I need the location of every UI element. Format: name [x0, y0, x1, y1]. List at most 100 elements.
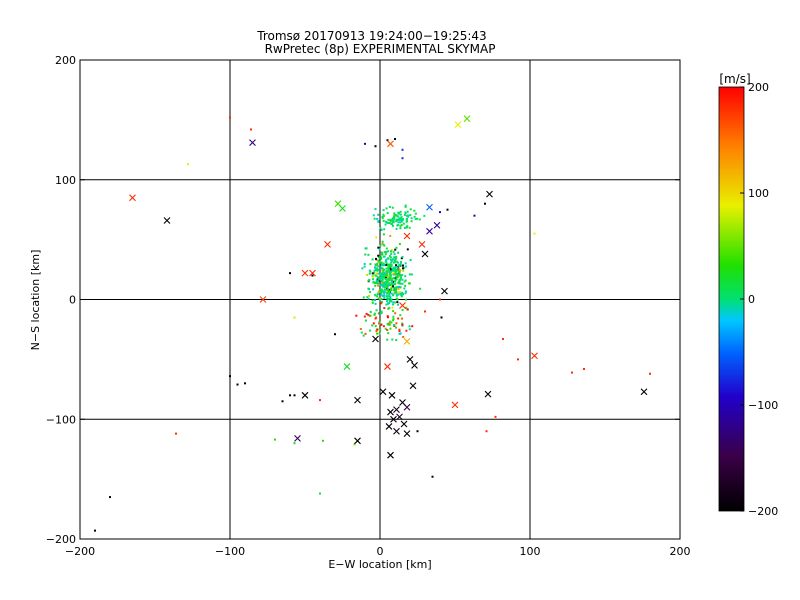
meteor-dot	[374, 268, 377, 271]
meteor-dot	[385, 274, 388, 277]
meteor-cross	[406, 355, 414, 363]
meteor-dot	[175, 432, 177, 435]
meteor-dot	[379, 278, 382, 281]
meteor-dot	[390, 285, 393, 288]
meteor-dot	[373, 312, 376, 315]
meteor-dot	[404, 262, 407, 265]
meteor-dot	[187, 163, 189, 166]
meteor-dot	[397, 286, 400, 289]
meteor-dot	[375, 274, 378, 277]
meteor-dot	[379, 289, 382, 292]
meteor-dot	[386, 300, 389, 303]
meteor-dot	[402, 335, 405, 338]
meteor-dot	[392, 220, 395, 223]
meteor-dot	[375, 278, 378, 281]
meteor-dot	[375, 236, 378, 239]
meteor-dot	[404, 298, 407, 301]
meteor-dot	[494, 415, 497, 418]
meteor-dot	[382, 243, 385, 246]
meteor-dot	[386, 288, 389, 291]
meteor-dot	[387, 297, 390, 300]
meteor-dot	[377, 220, 380, 223]
meteor-dot	[390, 300, 393, 303]
meteor-dot	[380, 293, 383, 296]
meteor-cross	[640, 388, 648, 396]
meteor-dot	[389, 250, 392, 253]
meteor-cross	[249, 139, 256, 147]
meteor-cross	[399, 302, 406, 309]
meteor-dot	[293, 394, 296, 397]
colorbar: [m/s] 200 100 0 −100 −200	[718, 72, 778, 518]
meteor-dot	[385, 267, 388, 270]
meteor-dot	[397, 282, 400, 285]
y-axis-label: N−S location [km]	[29, 250, 42, 351]
meteor-dot	[385, 259, 388, 262]
meteor-cross	[343, 363, 351, 370]
meteor-dot	[397, 269, 400, 272]
meteor-dot	[381, 217, 384, 220]
x-tick-label: 100	[520, 545, 541, 558]
meteor-dot	[381, 278, 384, 281]
meteor-dot	[388, 276, 391, 279]
meteor-dot	[244, 382, 246, 385]
meteor-dot	[386, 273, 389, 276]
meteor-dot	[389, 258, 392, 261]
meteor-dot	[367, 313, 370, 316]
meteor-dot	[385, 262, 388, 265]
meteor-dot	[386, 302, 389, 305]
meteor-dot	[473, 214, 476, 217]
meteor-dot	[389, 321, 392, 324]
meteor-dot	[401, 274, 404, 277]
meteor-dot	[407, 215, 410, 218]
meteor-dot	[386, 290, 389, 293]
meteor-dot	[399, 282, 402, 285]
meteor-dot	[397, 251, 400, 254]
meteor-dot	[392, 261, 395, 264]
meteor-dot	[382, 325, 385, 328]
meteor-dot	[393, 277, 396, 280]
meteor-dot	[378, 322, 381, 325]
meteor-dot	[416, 217, 419, 220]
meteor-cross	[387, 451, 394, 459]
y-tick-label: 0	[69, 294, 76, 307]
meteor-dot	[293, 316, 296, 319]
meteor-dot	[369, 270, 372, 273]
meteor-dot	[393, 323, 396, 326]
meteor-dot	[355, 314, 358, 317]
meteor-dot	[386, 297, 389, 300]
x-tick-label: 0	[377, 545, 384, 558]
meteor-dot	[379, 227, 382, 230]
meteor-dot	[404, 279, 407, 282]
meteor-dot	[380, 266, 383, 269]
meteor-dot	[395, 246, 398, 249]
meteor-cross	[426, 203, 433, 211]
meteor-dot	[381, 279, 384, 282]
meteor-dot	[380, 256, 383, 259]
meteor-dot	[395, 322, 398, 325]
meteor-dot	[393, 272, 396, 275]
meteor-cross	[393, 406, 400, 414]
meteor-dot	[388, 266, 391, 269]
meteor-dot	[380, 301, 383, 304]
meteor-dot	[386, 221, 389, 224]
meteor-dot	[410, 273, 413, 276]
meteor-dot	[319, 492, 321, 495]
meteor-dot	[401, 323, 404, 326]
meteor-dot	[391, 223, 394, 226]
meteor-dot	[390, 289, 393, 292]
meteor-dot	[377, 280, 380, 283]
meteor-dot	[386, 212, 389, 215]
meteor-dot	[378, 332, 381, 335]
meteor-dot	[392, 317, 395, 320]
meteor-dot	[386, 276, 389, 279]
meteor-dot	[389, 255, 392, 258]
meteor-dot	[400, 219, 403, 222]
meteor-cross	[259, 296, 267, 303]
meteor-dot	[485, 430, 488, 433]
meteor-dot	[394, 267, 397, 270]
meteor-cross	[372, 335, 379, 343]
y-tick-label: −200	[46, 533, 76, 546]
meteor-dot	[395, 220, 398, 223]
meteor-dot	[398, 290, 401, 293]
meteor-dot	[381, 271, 384, 274]
